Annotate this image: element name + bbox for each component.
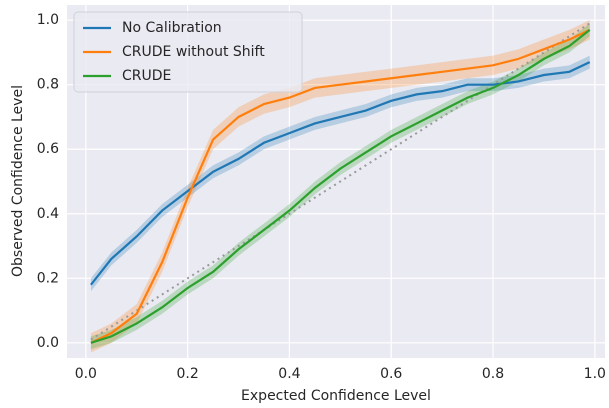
x-tick-label: 1.0 — [584, 366, 606, 382]
legend-label: CRUDE without Shift — [122, 44, 265, 60]
series-line — [90, 28, 591, 344]
x-tick-label: 0.0 — [75, 366, 97, 382]
confidence-band — [90, 55, 590, 292]
reference-line — [90, 22, 591, 341]
series-line — [90, 28, 591, 344]
confidence-band — [90, 23, 590, 350]
confidence-band — [90, 20, 590, 353]
y-tick-label: 0.4 — [37, 206, 59, 222]
y-tick-label: 0.6 — [37, 141, 59, 157]
y-tick-label: 0.2 — [37, 270, 59, 286]
legend-label: CRUDE — [122, 68, 171, 84]
y-axis-label: Observed Confidence Level — [10, 85, 26, 277]
series-line — [90, 61, 591, 286]
y-tick-label: 0.8 — [37, 77, 59, 93]
x-tick-label: 0.8 — [482, 366, 504, 382]
x-tick-label: 0.2 — [176, 366, 198, 382]
x-tick-label: 0.4 — [278, 366, 300, 382]
x-tick-label: 0.6 — [380, 366, 402, 382]
legend-box — [73, 11, 303, 93]
x-axis-label: Expected Confidence Level — [241, 388, 431, 404]
y-tick-label: 0.0 — [37, 335, 59, 351]
legend-label: No Calibration — [122, 20, 222, 36]
y-tick-label: 1.0 — [37, 12, 59, 28]
